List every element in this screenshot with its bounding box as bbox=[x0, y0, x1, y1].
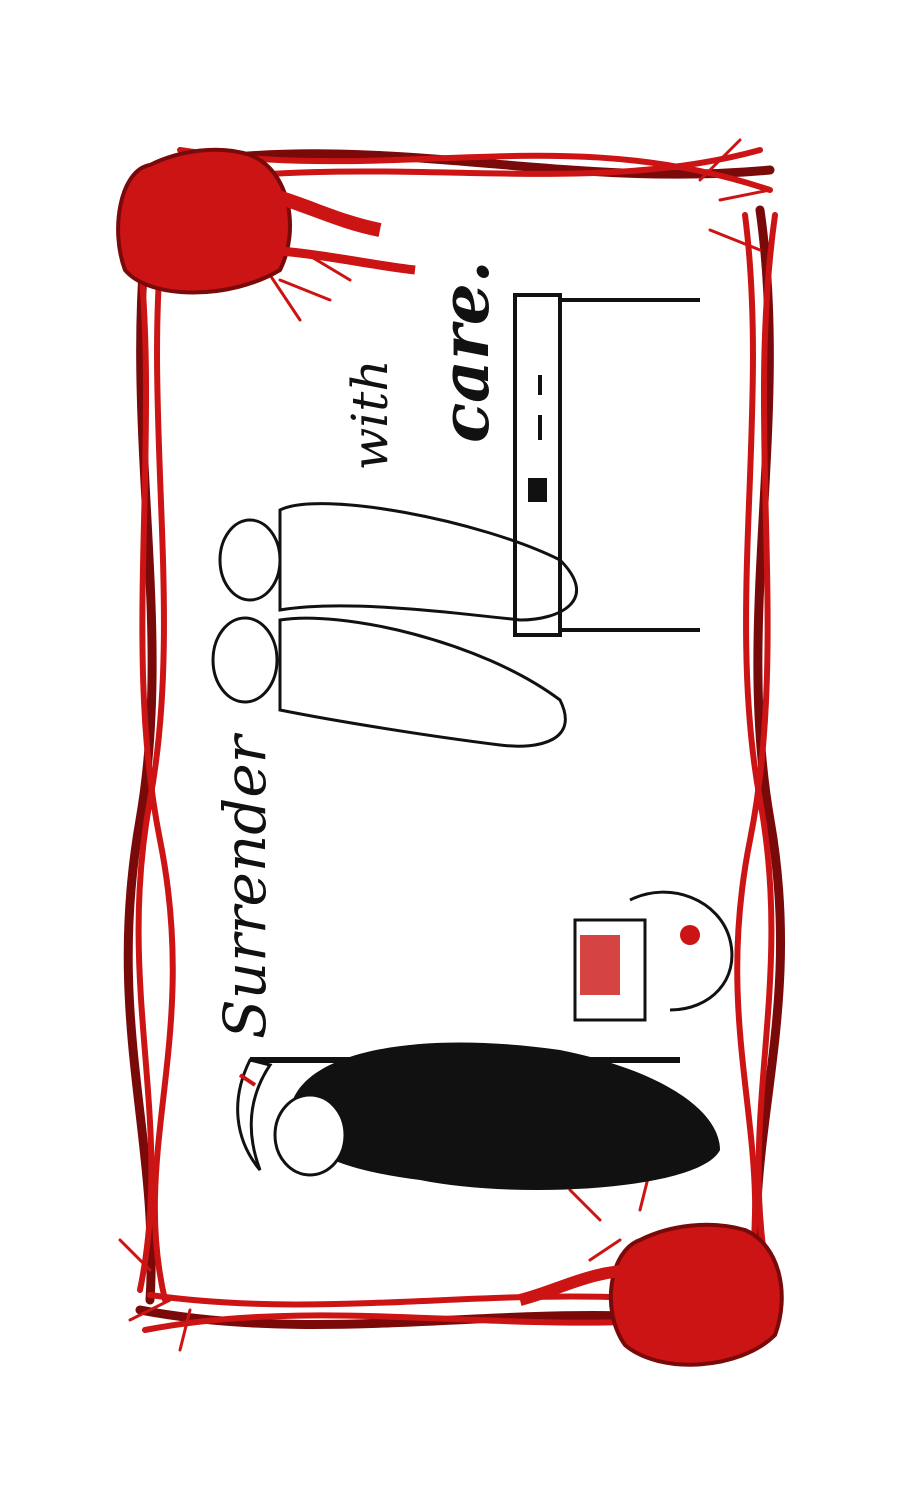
caption-word-care: care. bbox=[426, 260, 504, 443]
figure-pair bbox=[211, 502, 578, 748]
vein-frame bbox=[118, 138, 786, 1352]
top-heart-icon bbox=[116, 147, 416, 295]
table bbox=[513, 293, 700, 637]
bloody-block bbox=[573, 918, 647, 1022]
scythe-icon bbox=[236, 1057, 680, 1171]
grim-reaper-icon bbox=[273, 1042, 720, 1190]
caption-word-with: with bbox=[341, 359, 399, 471]
caption-word-surrender: Surrender bbox=[211, 735, 279, 1039]
fallen-figure bbox=[629, 890, 734, 1012]
bottom-heart-icon bbox=[518, 1222, 784, 1367]
